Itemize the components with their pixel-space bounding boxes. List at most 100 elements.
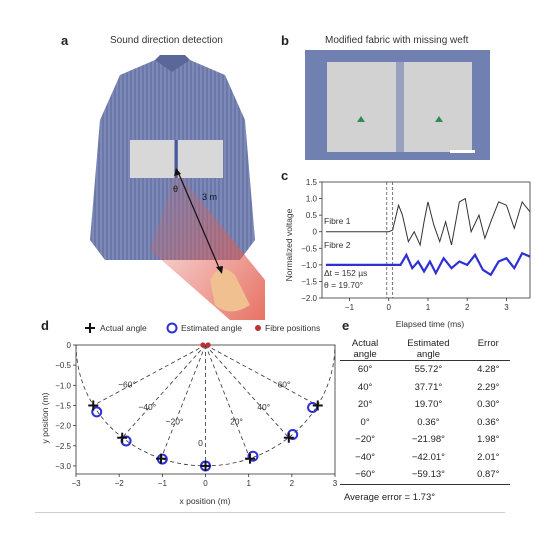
- angle-ray: [205, 344, 290, 438]
- panel-letter-a: a: [61, 33, 69, 48]
- theta-label: θ: [173, 184, 178, 194]
- clapping-hands: [210, 268, 250, 312]
- cell-actual: −60°: [355, 469, 376, 481]
- angle-label: 0: [198, 438, 203, 448]
- annotation-delta-t: Δt = 152 µs: [324, 268, 367, 278]
- cell-error: 4.28°: [477, 364, 500, 376]
- table-row: −20° −21.98° 1.98°: [340, 431, 510, 449]
- position-chart: Actual angle Estimated angle Fibre posit…: [40, 322, 338, 506]
- fabric-photo: [305, 50, 490, 160]
- cell-estimated: 55.72°: [414, 364, 443, 376]
- cell-error: 0.36°: [477, 416, 500, 428]
- x-tick-label: 0: [203, 479, 208, 488]
- angle-label: −20°: [166, 417, 184, 427]
- average-error: Average error = 1.73°: [344, 492, 436, 503]
- x-tick-label: 3: [333, 479, 338, 488]
- actual-point: [88, 400, 99, 411]
- angle-ray: [121, 344, 206, 438]
- angle-label: −40°: [138, 402, 156, 412]
- table-row: 40° 37.71° 2.29°: [340, 379, 510, 397]
- panel-letter-c: c: [281, 168, 289, 183]
- cell-actual: 60°: [357, 364, 373, 376]
- fabric-patch-left: [130, 140, 175, 178]
- cell-error: 0.87°: [477, 469, 500, 481]
- x-tick-label: 0: [386, 303, 391, 312]
- angle-label: −60°: [118, 379, 136, 389]
- angle-ray: [93, 344, 206, 406]
- panel-b-title: Modified fabric with missing weft: [325, 35, 469, 46]
- series-line-1: [325, 197, 531, 247]
- svg-text:Estimated angle: Estimated angle: [181, 323, 242, 333]
- y-tick-label: 1.0: [306, 195, 318, 204]
- distance-label: 3 m: [202, 192, 217, 202]
- cell-actual: 0°: [360, 416, 370, 428]
- actual-point: [244, 453, 255, 464]
- table-row: 0° 0.36° 0.36°: [340, 414, 510, 432]
- x-axis-label: Elapsed time (ms): [396, 319, 465, 329]
- cell-estimated: 19.70°: [414, 399, 443, 411]
- svg-text:Actual angle: Actual angle: [100, 323, 147, 333]
- y-tick-label: −1.5: [55, 401, 71, 410]
- angle-ray: [160, 344, 206, 459]
- y-tick-label: −2.0: [55, 422, 71, 431]
- actual-point: [312, 400, 323, 411]
- cell-estimated: −21.98°: [411, 434, 445, 446]
- x-tick-label: 3: [504, 303, 509, 312]
- svg-text:Fibre positions: Fibre positions: [265, 323, 320, 333]
- angle-label: 20°: [230, 417, 243, 427]
- angle-label: 40°: [257, 402, 270, 412]
- legend-fibre-1: Fibre 1: [324, 216, 351, 226]
- estimated-point: [91, 406, 103, 418]
- shirt-photo: θ 3 m: [90, 55, 265, 320]
- panel-letter-d: d: [41, 318, 49, 333]
- cell-estimated: −42.01°: [411, 451, 445, 463]
- x-tick-label: 2: [290, 479, 295, 488]
- panel-a-title: Sound direction detection: [110, 35, 223, 46]
- panel-letter-b: b: [281, 33, 289, 48]
- legend-fibre-2: Fibre 2: [324, 240, 351, 250]
- fibre-position: [205, 342, 211, 348]
- table-row: −40° −42.01° 2.01°: [340, 449, 510, 467]
- cell-error: 1.98°: [477, 434, 500, 446]
- cell-actual: 40°: [357, 381, 373, 393]
- y-tick-label: −0.5: [55, 361, 71, 370]
- legend-estimated: Estimated angle: [166, 322, 242, 334]
- cell-actual: −40°: [355, 451, 376, 463]
- annotation-theta: θ = 19.70°: [324, 280, 363, 290]
- y-tick-label: −1.0: [301, 261, 317, 270]
- fabric-patch-right: [178, 140, 223, 178]
- y-tick-label: 0: [67, 341, 72, 350]
- angle-label: 60°: [278, 379, 291, 389]
- x-tick-label: 1: [426, 303, 431, 312]
- distance-arc: [75, 344, 336, 467]
- legend-fibre: Fibre positions: [255, 323, 320, 333]
- panel-letter-e: e: [342, 318, 350, 333]
- cell-actual: −20°: [355, 434, 376, 446]
- y-tick-label: −0.5: [301, 244, 317, 253]
- cell-error: 2.29°: [477, 381, 500, 393]
- scale-bar: [450, 150, 475, 153]
- error-table: Actual angle Estimated angle Error 60° 55…: [340, 338, 510, 485]
- divider: [35, 512, 505, 513]
- series-line-2: [325, 251, 531, 277]
- cell-estimated: 0.36°: [417, 416, 440, 428]
- actual-point: [283, 432, 294, 443]
- cell-error: 0.30°: [477, 399, 500, 411]
- x-axis-label-d: x position (m): [179, 496, 230, 506]
- actual-point: [117, 432, 128, 443]
- y-tick-label: −3.0: [55, 462, 71, 471]
- actual-point: [200, 460, 211, 471]
- y-tick-label: −2.0: [301, 294, 317, 303]
- y-tick-label: 1.5: [306, 178, 318, 187]
- y-tick-label: 0.5: [306, 211, 318, 220]
- fibre-position: [200, 342, 206, 348]
- table-row: 60° 55.72° 4.28°: [340, 361, 510, 379]
- cell-error: 2.01°: [477, 451, 500, 463]
- table-row: −60° −59.13° 0.87°: [340, 466, 510, 484]
- x-tick-label: 2: [465, 303, 470, 312]
- y-axis-label-d: y position (m): [40, 392, 50, 443]
- estimated-point: [247, 450, 259, 462]
- x-tick-label: 1: [246, 479, 251, 488]
- distance-arrow: [177, 171, 221, 271]
- voltage-chart: 1.5 1.0 0.5 0 −0.5 −1.0 −1.5 −2.0 −1 0 1 2 3 Fibre 1…: [284, 178, 531, 329]
